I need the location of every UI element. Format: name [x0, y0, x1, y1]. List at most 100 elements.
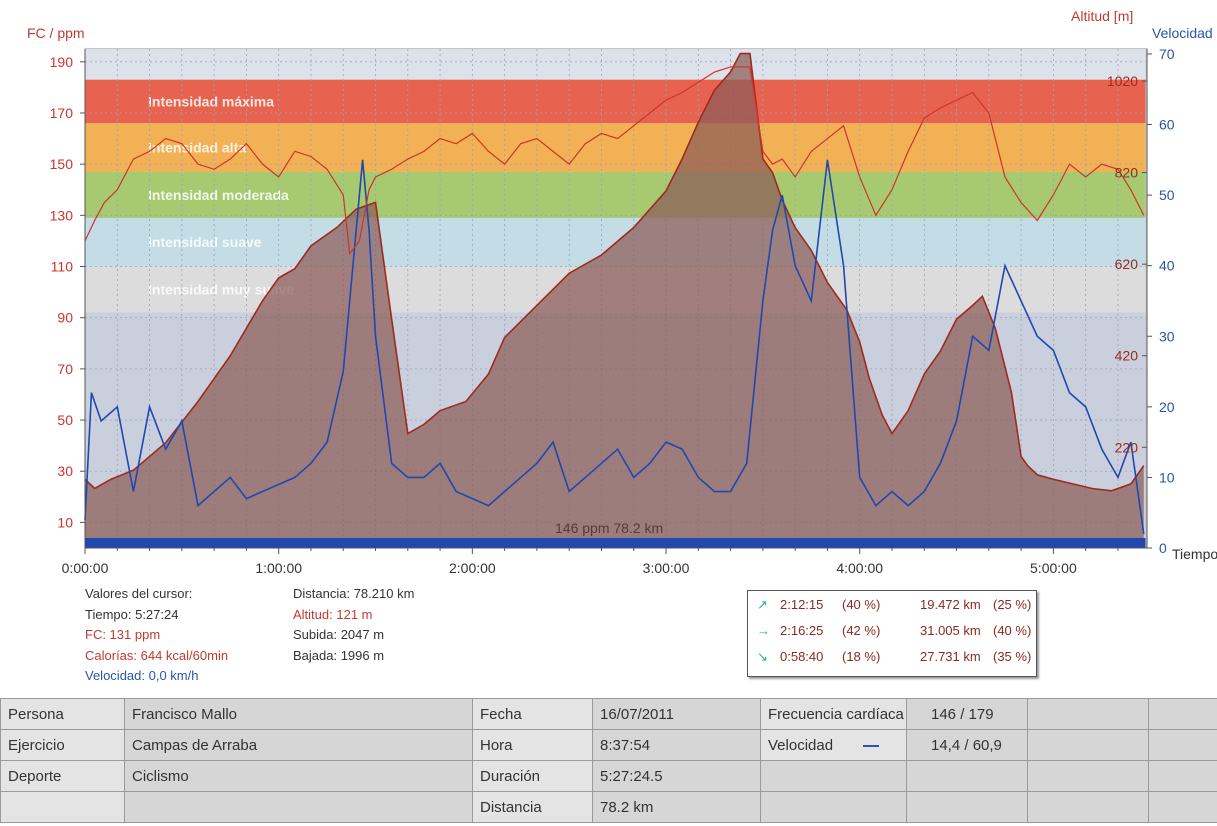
- summary-time: 0:58:40: [780, 649, 824, 664]
- x-axis-title: Tiempo: [1172, 546, 1217, 562]
- value-fecha: 16/07/2011: [592, 698, 761, 730]
- table-row: Ejercicio Campas de Arraba Hora 8:37:54 …: [0, 729, 1217, 761]
- table-row: Deporte Ciclismo Duración 5:27:24.5: [0, 760, 1217, 792]
- value-velocidad: 14,4 / 60,9: [906, 729, 1028, 761]
- cursor-altitude: Altitud: 121 m: [293, 606, 373, 622]
- x-tick-label: 5:00:00: [1030, 560, 1077, 576]
- cursor-hr: FC: 131 ppm: [85, 627, 161, 642]
- value-deporte: Ciclismo: [124, 760, 473, 792]
- plot-top-band: [85, 49, 1147, 80]
- summary-row-up: ↗ 2:12:15 (40 %) 19.472 km (25 %): [748, 597, 1036, 617]
- empty-cell: [760, 791, 907, 823]
- summary-dpct: (25 %): [993, 597, 1032, 612]
- y-right-title-altitude: Altitud [m]: [1071, 8, 1134, 24]
- table-row: Distancia 78.2 km: [0, 791, 1217, 823]
- hr-tick-label: 10: [57, 514, 73, 530]
- empty-cell: [1148, 760, 1217, 792]
- slope-summary-box: ↗ 2:12:15 (40 %) 19.472 km (25 %) → 2:16…: [747, 590, 1037, 677]
- hr-tick-label: 30: [57, 463, 73, 479]
- empty-cell: [0, 791, 125, 823]
- value-distancia: 78.2 km: [592, 791, 761, 823]
- label-ejercicio: Ejercicio: [0, 729, 125, 761]
- summary-pct: (42 %): [842, 623, 881, 638]
- value-duracion: 5:27:24.5: [592, 760, 761, 792]
- hr-tick-label: 50: [57, 412, 73, 428]
- cursor-title: Valores del cursor:: [85, 586, 193, 601]
- summary-dpct: (35 %): [993, 649, 1032, 664]
- empty-cell: [1148, 729, 1217, 761]
- empty-cell: [124, 791, 473, 823]
- y-right-title-speed: Velocidad: [1152, 25, 1213, 41]
- empty-cell: [1027, 760, 1149, 792]
- cursor-distance: Distancia: 78.210 km: [293, 586, 415, 601]
- hr-tick-label: 130: [50, 207, 74, 223]
- hr-tick-label: 70: [57, 361, 73, 377]
- hr-line: [84, 66, 1145, 256]
- empty-cell: [1148, 791, 1217, 823]
- label-hora: Hora: [472, 729, 593, 761]
- altitude-area: [85, 53, 1144, 549]
- value-ejercicio: Campas de Arraba: [124, 729, 473, 761]
- speed-tick-label: 20: [1159, 399, 1175, 415]
- cursor-time: Tiempo: 5:27:24: [85, 606, 179, 622]
- empty-cell: [906, 760, 1028, 792]
- cursor-values-left: Valores del cursor: Tiempo: 5:27:24 FC: …: [85, 584, 228, 687]
- value-fc: 146 / 179: [906, 698, 1028, 730]
- hr-tick-label: 190: [50, 54, 74, 70]
- hr-zone-label: Intensidad muy suave: [148, 282, 294, 298]
- label-duracion: Duración: [472, 760, 593, 792]
- label-persona: Persona: [0, 698, 125, 730]
- empty-cell: [1027, 791, 1149, 823]
- arrow-up-icon: ↗: [757, 597, 768, 612]
- bottom-bar: [85, 538, 1147, 548]
- velocidad-label-text: Velocidad: [768, 736, 834, 754]
- chart-svg: Intensidad máxima Intensidad alta Intensid…: [50, 46, 1175, 576]
- speed-line: [84, 159, 1145, 534]
- hr-tick-label: 170: [50, 105, 74, 121]
- speed-tick-label: 40: [1159, 258, 1175, 274]
- summary-dpct: (40 %): [993, 623, 1032, 638]
- empty-cell: [906, 791, 1028, 823]
- empty-cell: [1027, 698, 1149, 730]
- value-hora: 8:37:54: [592, 729, 761, 761]
- hr-tick-label: 90: [57, 310, 73, 326]
- arrow-right-icon: →: [757, 623, 770, 638]
- cursor-label: 146 ppm 78.2 km: [555, 520, 663, 536]
- hr-tick-label: 150: [50, 156, 74, 172]
- label-fecha: Fecha: [472, 698, 593, 730]
- x-tick-label: 0:00:00: [62, 560, 109, 576]
- y-left-title: FC / ppm: [27, 25, 85, 41]
- x-tick-label: 3:00:00: [643, 560, 690, 576]
- empty-cell: [1027, 729, 1149, 761]
- altitude-tick-label: 620: [1115, 256, 1139, 272]
- summary-time: 2:12:15: [780, 597, 824, 612]
- hr-zone-label: Intensidad suave: [148, 234, 262, 250]
- hr-zone-band: [85, 79, 1147, 124]
- x-tick-label: 4:00:00: [836, 560, 883, 576]
- summary-dist: 19.472 km: [920, 597, 981, 612]
- hr-zone-label: Intensidad moderada: [148, 187, 289, 203]
- x-tick-label: 1:00:00: [255, 560, 302, 576]
- speed-tick-label: 60: [1159, 117, 1175, 133]
- x-tick-label: 2:00:00: [449, 560, 496, 576]
- value-persona: Francisco Mallo: [124, 698, 473, 730]
- label-fc: Frecuencia cardíaca: [760, 698, 907, 730]
- cursor-speed: Velocidad: 0,0 km/h: [85, 668, 199, 683]
- label-deporte: Deporte: [0, 760, 125, 792]
- hr-tick-label: 110: [51, 259, 74, 275]
- altitude-tick-label: 820: [1115, 165, 1139, 181]
- table-row: Persona Francisco Mallo Fecha 16/07/2011…: [0, 698, 1217, 730]
- label-distancia: Distancia: [472, 791, 593, 823]
- altitude-tick-label: 220: [1115, 439, 1139, 455]
- speed-tick-label: 70: [1159, 46, 1175, 62]
- altitude-line: [84, 52, 1145, 492]
- arrow-down-icon: ↘: [757, 649, 768, 664]
- summary-row-flat: → 2:16:25 (42 %) 31.005 km (40 %): [748, 623, 1036, 643]
- label-velocidad: Velocidad: [760, 729, 907, 761]
- summary-time: 2:16:25: [780, 623, 824, 638]
- speed-tick-label: 10: [1159, 469, 1175, 485]
- workout-info-table: Persona Francisco Mallo Fecha 16/07/2011…: [0, 698, 1217, 823]
- speed-tick-label: 0: [1159, 540, 1167, 556]
- cursor-ascent: Subida: 2047 m: [293, 627, 385, 642]
- speed-tick-label: 50: [1159, 187, 1175, 203]
